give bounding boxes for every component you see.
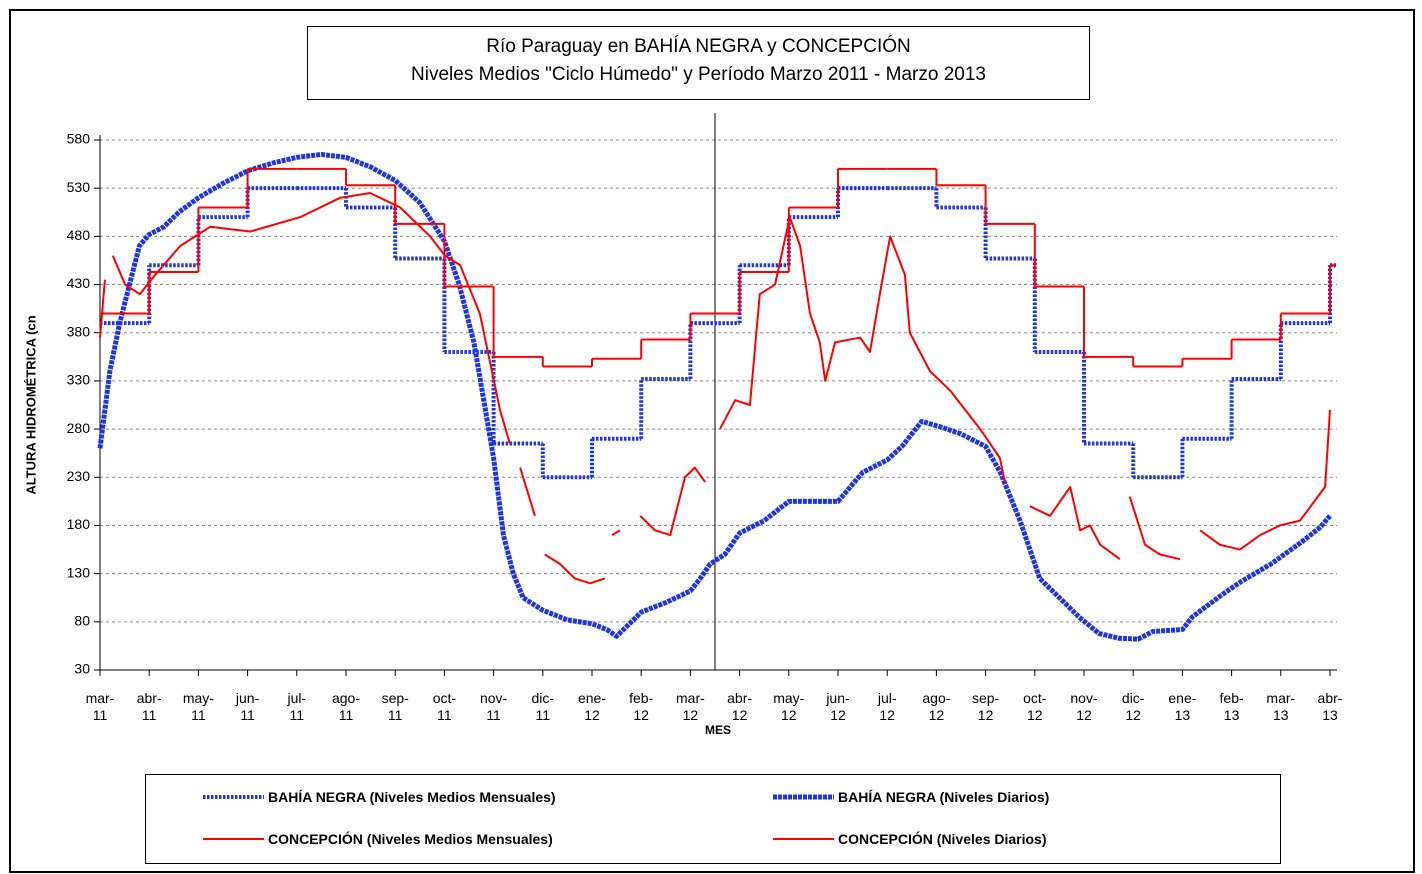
legend-swatch <box>203 838 264 840</box>
x-tick-label: jul- 12 <box>877 690 897 723</box>
x-tick-label: oct- 11 <box>432 690 457 723</box>
y-tick-label: 230 <box>67 468 91 484</box>
series-line <box>1199 409 1331 551</box>
series-line <box>1128 496 1181 561</box>
chart-title: Río Paraguay en BAHÍA NEGRA y CONCEPCIÓN <box>486 36 911 57</box>
x-tick-label: may- 12 <box>773 690 805 723</box>
x-tick-label: may- 11 <box>182 690 214 723</box>
series-line <box>1029 485 1121 560</box>
y-tick-label: 180 <box>67 516 91 532</box>
legend-item: BAHÍA NEGRA (Niveles Diarios) <box>771 789 1049 805</box>
x-tick-label: nov- 12 <box>1070 690 1098 723</box>
legend-item: CONCEPCIÓN (Niveles Diarios) <box>771 831 1047 847</box>
legend-swatch <box>203 795 264 799</box>
y-axis-label: ALTURA HIDROMÉTRICA (cn <box>23 315 38 494</box>
y-tick-label: 330 <box>67 372 91 388</box>
y-tick-label: 430 <box>67 275 91 291</box>
legend-swatch <box>773 838 834 840</box>
series-line <box>611 529 621 536</box>
x-tick-label: sep- 11 <box>381 690 409 723</box>
x-tick-label: feb- 12 <box>629 690 654 723</box>
frame <box>9 9 1415 873</box>
x-tick-label: ene- 12 <box>577 690 607 723</box>
legend-item: BAHÍA NEGRA (Niveles Medios Mensuales) <box>201 789 556 805</box>
x-tick-label: mar- 11 <box>85 690 115 723</box>
legend-label: CONCEPCIÓN (Niveles Diarios) <box>838 831 1047 847</box>
legend-label: CONCEPCIÓN (Niveles Medios Mensuales) <box>268 831 553 847</box>
x-tick-label: oct- 12 <box>1023 690 1047 723</box>
series-line <box>111 192 511 444</box>
y-tick-label: 280 <box>67 420 91 436</box>
x-tick-label: ene- 13 <box>1168 690 1197 723</box>
x-tick-label: jul- 11 <box>287 690 307 723</box>
x-axis-label: MES <box>705 723 731 737</box>
x-tick-label: dic- 12 <box>1121 690 1145 723</box>
x-tick-label: abr- 11 <box>136 690 162 723</box>
x-tick-label: feb- 13 <box>1219 690 1244 723</box>
x-tick-label: mar- 12 <box>676 690 705 723</box>
y-tick-label: 480 <box>67 227 91 243</box>
y-tick-label: 530 <box>67 179 91 195</box>
y-tick-label: 130 <box>67 564 91 580</box>
chart-subtitle: Niveles Medios "Ciclo Húmedo" y Período … <box>411 64 986 85</box>
x-tick-label: abr- 13 <box>1317 690 1343 723</box>
legend-swatch <box>773 794 834 800</box>
legend: BAHÍA NEGRA (Niveles Medios Mensuales) BA… <box>145 774 1281 864</box>
series-line <box>544 553 606 585</box>
x-tick-label: ago- 12 <box>922 690 951 723</box>
y-tick-label: 580 <box>67 131 91 147</box>
legend-label: BAHÍA NEGRA (Niveles Medios Mensuales) <box>268 789 556 805</box>
x-tick-label: sep- 12 <box>971 690 1000 723</box>
legend-item: CONCEPCIÓN (Niveles Medios Mensuales) <box>201 831 553 847</box>
series-line <box>99 279 106 338</box>
y-tick-label: 30 <box>74 661 90 677</box>
x-tick-label: mar- 13 <box>1266 690 1296 723</box>
x-tick-label: jun- 12 <box>826 690 850 723</box>
legend-label: BAHÍA NEGRA (Niveles Diarios) <box>838 789 1050 805</box>
series-line <box>519 467 536 517</box>
title-box: Río Paraguay en BAHÍA NEGRA y CONCEPCIÓN… <box>307 26 1090 100</box>
series-line <box>719 216 1006 483</box>
x-tick-label: nov- 11 <box>479 690 508 723</box>
series-line <box>639 466 706 537</box>
y-tick-label: 380 <box>67 323 91 339</box>
y-tick-label: 80 <box>74 613 90 629</box>
x-tick-label: abr- 12 <box>727 690 753 723</box>
x-tick-label: ago- 11 <box>331 690 361 723</box>
x-tick-label: dic- 11 <box>531 690 555 723</box>
x-tick-label: jun- 11 <box>235 690 260 723</box>
